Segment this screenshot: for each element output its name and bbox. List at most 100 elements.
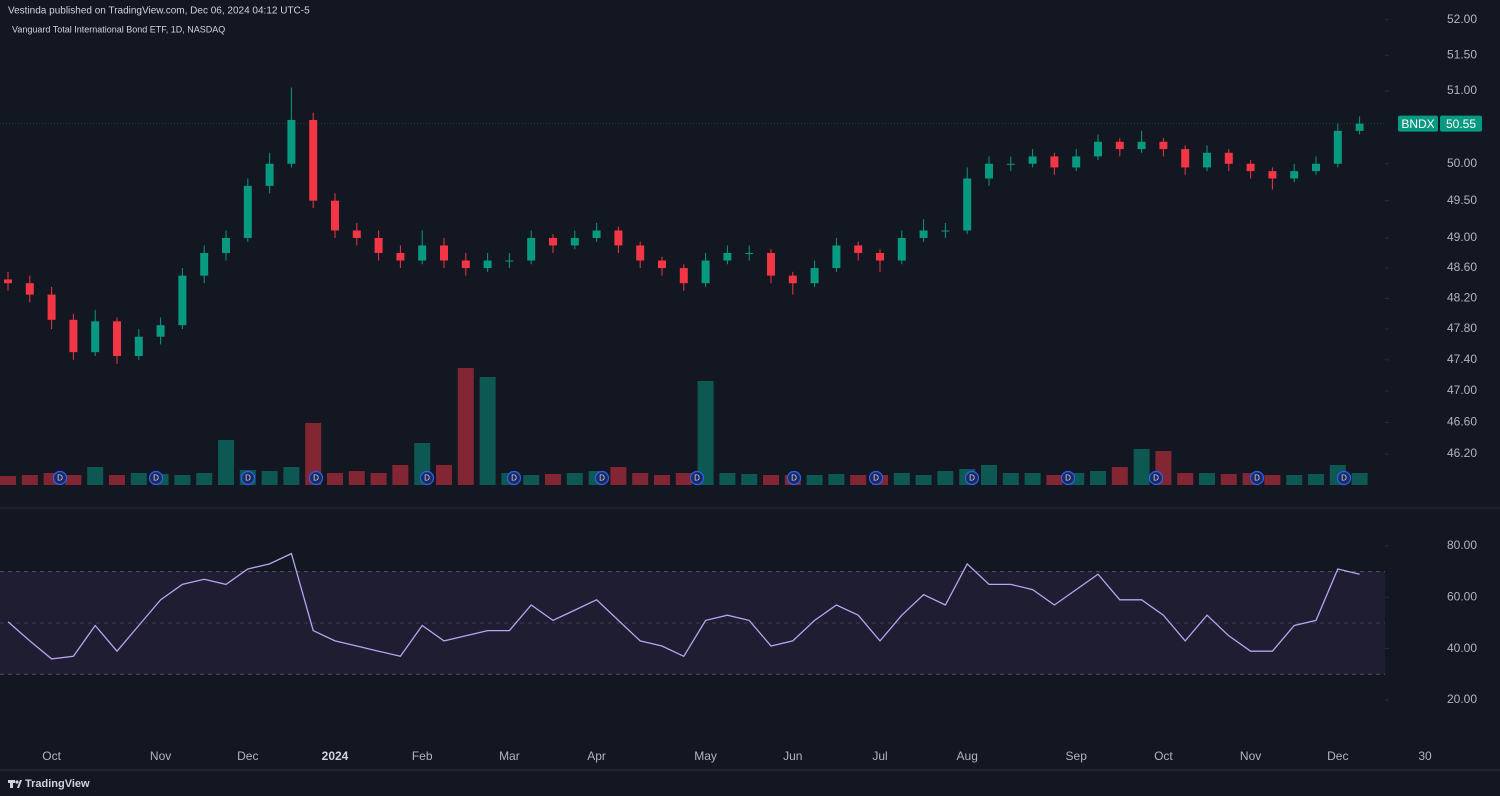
volume-bar [479,377,496,485]
rsi-band [0,571,1385,675]
candle-body [810,268,819,284]
volume-bar [457,368,474,485]
candle-body [1159,141,1168,150]
candle-body [614,230,623,246]
x-tick-label: Aug [957,749,978,763]
volume-bar [130,473,147,485]
volume-bar [1308,474,1324,485]
symbol-tag-label: BNDX [1401,117,1434,131]
candle-body [134,336,143,357]
candle-body [745,252,754,254]
volume-bar [1220,474,1237,485]
candle-body [1333,130,1342,164]
volume-bar [370,473,387,485]
candle-body [505,260,514,262]
candle-body [527,237,536,261]
candle-body [963,178,972,231]
dividend-label: D [599,474,605,483]
volume-bar [261,471,278,485]
candle-body [1355,123,1364,131]
y-tick-label: 50.00 [1447,156,1477,170]
dividend-marker [964,470,980,486]
candle-body [156,325,165,337]
candle-body [461,260,470,269]
candle-body [941,230,950,232]
candle-body [1094,141,1102,157]
dividend-marker [1336,470,1352,486]
y-tick-label: 80.00 [1447,538,1477,552]
x-tick-label: Mar [499,749,520,763]
dividend-label: D [873,474,879,483]
y-tick-label: 47.80 [1447,321,1477,335]
dividend-label: D [1065,474,1071,483]
volume-bar [654,475,670,485]
price-axis: 52.00 51.50 51.00 50.00 49.50 49.00 48.60 48.20… [1385,12,1477,460]
dividend-label: D [694,474,700,483]
y-tick-label: 47.40 [1447,352,1477,366]
dividend-label: D [313,474,319,483]
candle-body [1312,163,1320,172]
volume-bar [109,475,125,485]
volume-bar [87,467,104,485]
x-tick-label: 2024 [322,749,349,763]
volume-bar [196,473,213,485]
volume-bar [21,475,38,485]
x-tick-label: Nov [1240,749,1261,763]
volume-bar [436,465,452,485]
volume-bar [0,476,16,485]
candle-body [1115,141,1124,150]
candle-body [243,185,252,238]
candle-body [658,260,666,269]
x-tick-label: 30 [1418,749,1432,763]
dividend-label: D [1254,474,1260,483]
volume-bar [1046,475,1063,485]
published-note: Vestinda published on TradingView.com, D… [8,6,310,17]
x-tick-label: Feb [412,749,433,763]
y-tick-label: 48.20 [1447,291,1477,305]
candle-body [679,268,688,284]
candle-body [1268,171,1277,179]
candle-body [1246,163,1255,172]
dividend-marker [308,470,324,486]
volume-bar [1264,475,1281,485]
candle-body [767,252,775,276]
volume-bar [806,475,823,485]
dividend-marker [506,470,522,486]
candle-body [178,275,187,326]
y-tick-label: 46.60 [1447,415,1477,429]
y-tick-label: 48.60 [1447,260,1477,274]
x-tick-label: Oct [42,749,61,763]
volume-bar [850,475,867,485]
candle-body [985,163,993,179]
y-tick-label: 47.00 [1447,383,1477,397]
volume-bar [523,475,540,485]
candle-body [91,321,100,353]
candle-body [25,283,34,295]
brand: TradingView [25,778,90,790]
volume-bar [1002,473,1019,485]
candle-body [1050,156,1059,168]
volume-bar [632,473,649,485]
candle-body [331,200,339,231]
volume-bar [719,473,736,485]
rsi-line [7,552,1360,660]
candle-body [876,252,884,261]
volume-bar [697,381,714,485]
x-tick-label: Oct [1154,749,1173,763]
volume-bar [915,475,932,485]
dividend-label: D [424,474,430,483]
candle-body [440,245,448,261]
y-tick-label: 49.00 [1447,230,1477,244]
x-tick-label: Jul [872,749,887,763]
dividend-marker [1249,470,1265,486]
dividend-label: D [1341,474,1347,483]
x-tick-label: Sep [1066,749,1088,763]
candle-body [701,260,710,284]
y-tick-label: 49.50 [1447,193,1477,207]
volume-bar [1090,471,1106,485]
volume-bar [828,474,845,485]
volume-bar [1199,473,1215,485]
candle-body [113,321,121,357]
